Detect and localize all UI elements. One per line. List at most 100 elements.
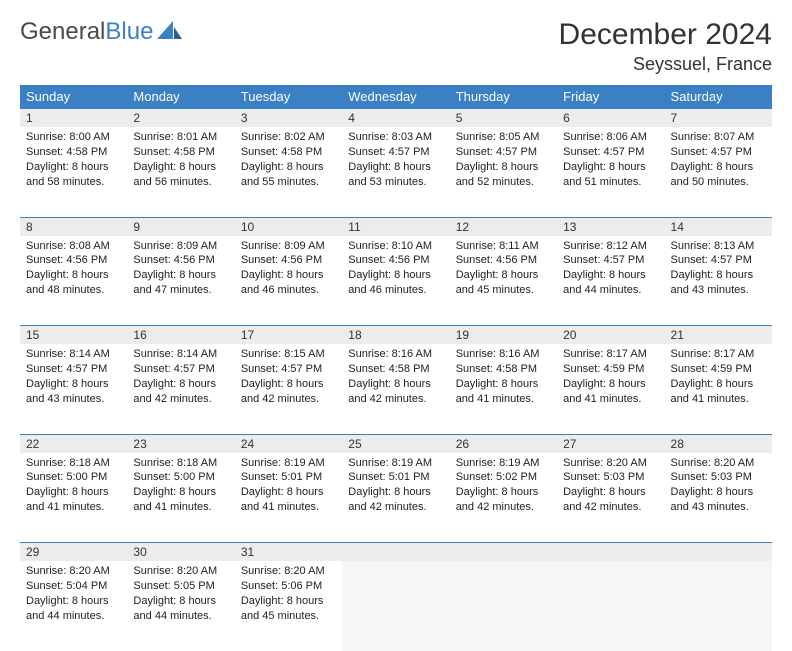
daylight-text-1: Daylight: 8 hours xyxy=(348,268,443,283)
daylight-text-1: Daylight: 8 hours xyxy=(241,268,336,283)
daylight-text-2: and 53 minutes. xyxy=(348,175,443,190)
daylight-text-2: and 44 minutes. xyxy=(26,609,121,624)
sunrise-text: Sunrise: 8:20 AM xyxy=(671,456,766,471)
sunset-text: Sunset: 4:57 PM xyxy=(26,362,121,377)
daylight-text-1: Daylight: 8 hours xyxy=(456,160,551,175)
daylight-text-2: and 41 minutes. xyxy=(133,500,228,515)
day-cell: Sunrise: 8:08 AMSunset: 4:56 PMDaylight:… xyxy=(20,236,127,326)
sunset-text: Sunset: 4:57 PM xyxy=(133,362,228,377)
day-number: 23 xyxy=(127,434,234,453)
sunrise-text: Sunrise: 8:20 AM xyxy=(26,564,121,579)
sunset-text: Sunset: 4:58 PM xyxy=(456,362,551,377)
daylight-text-2: and 42 minutes. xyxy=(133,392,228,407)
day-number-row: 293031 xyxy=(20,543,772,562)
weekday-header: Sunday xyxy=(20,85,127,109)
day-number: 28 xyxy=(665,434,772,453)
day-number: 2 xyxy=(127,109,234,128)
daylight-text-1: Daylight: 8 hours xyxy=(26,160,121,175)
day-cell: Sunrise: 8:18 AMSunset: 5:00 PMDaylight:… xyxy=(127,453,234,543)
daylight-text-2: and 44 minutes. xyxy=(133,609,228,624)
daylight-text-2: and 45 minutes. xyxy=(241,609,336,624)
day-cell: Sunrise: 8:00 AMSunset: 4:58 PMDaylight:… xyxy=(20,127,127,217)
day-number: 10 xyxy=(235,217,342,236)
sunrise-text: Sunrise: 8:13 AM xyxy=(671,239,766,254)
sunrise-text: Sunrise: 8:14 AM xyxy=(133,347,228,362)
sunset-text: Sunset: 5:02 PM xyxy=(456,470,551,485)
day-cell xyxy=(557,561,664,651)
daylight-text-2: and 42 minutes. xyxy=(348,392,443,407)
daylight-text-1: Daylight: 8 hours xyxy=(26,377,121,392)
daylight-text-1: Daylight: 8 hours xyxy=(563,268,658,283)
daylight-text-2: and 51 minutes. xyxy=(563,175,658,190)
day-number: 24 xyxy=(235,434,342,453)
daylight-text-2: and 41 minutes. xyxy=(26,500,121,515)
day-cell: Sunrise: 8:19 AMSunset: 5:02 PMDaylight:… xyxy=(450,453,557,543)
sunset-text: Sunset: 5:01 PM xyxy=(241,470,336,485)
daylight-text-1: Daylight: 8 hours xyxy=(241,594,336,609)
sunset-text: Sunset: 4:57 PM xyxy=(671,253,766,268)
day-number: 13 xyxy=(557,217,664,236)
daylight-text-1: Daylight: 8 hours xyxy=(563,485,658,500)
sunset-text: Sunset: 4:59 PM xyxy=(671,362,766,377)
day-cell: Sunrise: 8:10 AMSunset: 4:56 PMDaylight:… xyxy=(342,236,449,326)
sunrise-text: Sunrise: 8:02 AM xyxy=(241,130,336,145)
day-number: 20 xyxy=(557,326,664,345)
sunrise-text: Sunrise: 8:18 AM xyxy=(133,456,228,471)
daylight-text-2: and 58 minutes. xyxy=(26,175,121,190)
daylight-text-1: Daylight: 8 hours xyxy=(133,160,228,175)
day-number: 31 xyxy=(235,543,342,562)
header: GeneralBlue December 2024 Seyssuel, Fran… xyxy=(20,18,772,75)
day-number: 9 xyxy=(127,217,234,236)
daylight-text-2: and 46 minutes. xyxy=(348,283,443,298)
daylight-text-2: and 44 minutes. xyxy=(563,283,658,298)
day-cell: Sunrise: 8:07 AMSunset: 4:57 PMDaylight:… xyxy=(665,127,772,217)
sunrise-text: Sunrise: 8:01 AM xyxy=(133,130,228,145)
sunset-text: Sunset: 5:01 PM xyxy=(348,470,443,485)
daylight-text-1: Daylight: 8 hours xyxy=(133,594,228,609)
day-number: 1 xyxy=(20,109,127,128)
daylight-text-1: Daylight: 8 hours xyxy=(26,594,121,609)
day-body-row: Sunrise: 8:00 AMSunset: 4:58 PMDaylight:… xyxy=(20,127,772,217)
sunrise-text: Sunrise: 8:19 AM xyxy=(456,456,551,471)
day-number: 25 xyxy=(342,434,449,453)
day-cell: Sunrise: 8:02 AMSunset: 4:58 PMDaylight:… xyxy=(235,127,342,217)
weekday-header: Tuesday xyxy=(235,85,342,109)
daylight-text-2: and 42 minutes. xyxy=(348,500,443,515)
daylight-text-1: Daylight: 8 hours xyxy=(671,268,766,283)
weekday-header: Thursday xyxy=(450,85,557,109)
day-cell: Sunrise: 8:20 AMSunset: 5:04 PMDaylight:… xyxy=(20,561,127,651)
daylight-text-2: and 45 minutes. xyxy=(456,283,551,298)
sunset-text: Sunset: 4:57 PM xyxy=(563,145,658,160)
location-label: Seyssuel, France xyxy=(559,54,772,75)
day-body-row: Sunrise: 8:08 AMSunset: 4:56 PMDaylight:… xyxy=(20,236,772,326)
daylight-text-1: Daylight: 8 hours xyxy=(671,160,766,175)
sunset-text: Sunset: 4:57 PM xyxy=(456,145,551,160)
sunset-text: Sunset: 4:58 PM xyxy=(348,362,443,377)
day-cell: Sunrise: 8:09 AMSunset: 4:56 PMDaylight:… xyxy=(235,236,342,326)
day-cell: Sunrise: 8:19 AMSunset: 5:01 PMDaylight:… xyxy=(235,453,342,543)
day-number: 3 xyxy=(235,109,342,128)
day-number: 5 xyxy=(450,109,557,128)
sunrise-text: Sunrise: 8:17 AM xyxy=(563,347,658,362)
sunset-text: Sunset: 4:57 PM xyxy=(348,145,443,160)
day-cell: Sunrise: 8:17 AMSunset: 4:59 PMDaylight:… xyxy=(557,344,664,434)
day-number-row: 15161718192021 xyxy=(20,326,772,345)
sunset-text: Sunset: 5:06 PM xyxy=(241,579,336,594)
day-number: 16 xyxy=(127,326,234,345)
day-body-row: Sunrise: 8:14 AMSunset: 4:57 PMDaylight:… xyxy=(20,344,772,434)
sunrise-text: Sunrise: 8:14 AM xyxy=(26,347,121,362)
daylight-text-1: Daylight: 8 hours xyxy=(671,377,766,392)
daylight-text-1: Daylight: 8 hours xyxy=(348,377,443,392)
daylight-text-2: and 46 minutes. xyxy=(241,283,336,298)
sunrise-text: Sunrise: 8:09 AM xyxy=(241,239,336,254)
day-number: 4 xyxy=(342,109,449,128)
day-number: 12 xyxy=(450,217,557,236)
day-cell: Sunrise: 8:17 AMSunset: 4:59 PMDaylight:… xyxy=(665,344,772,434)
page-title: December 2024 xyxy=(559,18,772,52)
day-number: 18 xyxy=(342,326,449,345)
day-cell: Sunrise: 8:16 AMSunset: 4:58 PMDaylight:… xyxy=(342,344,449,434)
day-number xyxy=(342,543,449,562)
sunrise-text: Sunrise: 8:00 AM xyxy=(26,130,121,145)
day-cell: Sunrise: 8:12 AMSunset: 4:57 PMDaylight:… xyxy=(557,236,664,326)
sunset-text: Sunset: 5:03 PM xyxy=(671,470,766,485)
